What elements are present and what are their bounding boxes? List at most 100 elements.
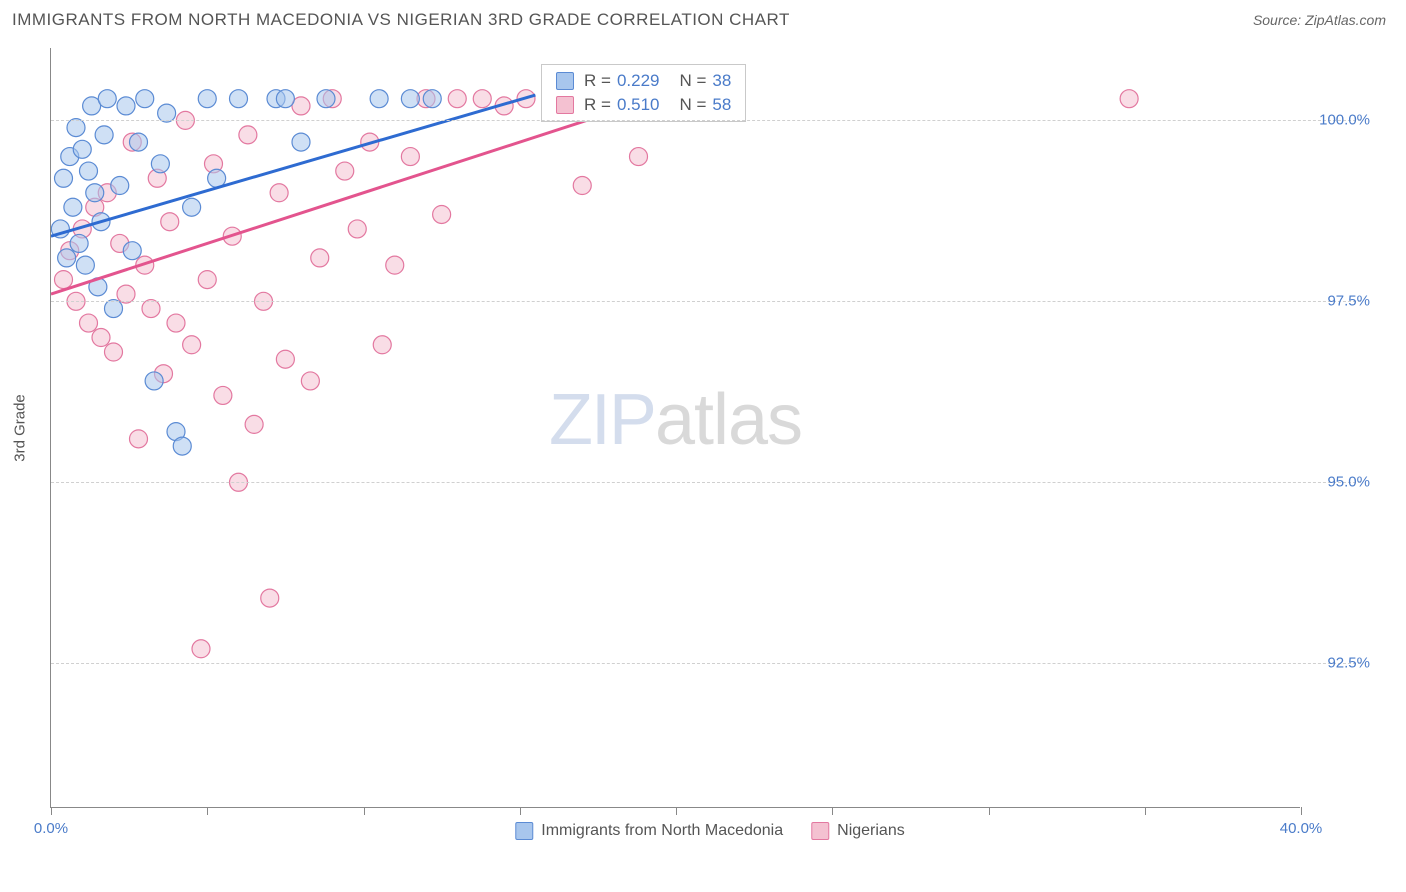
legend-swatch xyxy=(811,822,829,840)
data-point xyxy=(448,90,466,108)
stats-n-value: 58 xyxy=(712,95,731,115)
x-tick-label: 40.0% xyxy=(1280,820,1323,837)
data-point xyxy=(167,314,185,332)
data-point xyxy=(276,90,294,108)
data-point xyxy=(183,198,201,216)
data-point xyxy=(473,90,491,108)
data-point xyxy=(70,234,88,252)
data-point xyxy=(80,162,98,180)
data-point xyxy=(270,184,288,202)
legend-item: Nigerians xyxy=(811,822,905,840)
data-point xyxy=(80,314,98,332)
source-label: Source: xyxy=(1253,12,1305,28)
data-point xyxy=(401,90,419,108)
data-point xyxy=(386,256,404,274)
legend-bottom: Immigrants from North Macedonia Nigerians xyxy=(515,822,904,840)
chart-source: Source: ZipAtlas.com xyxy=(1253,12,1386,28)
data-point xyxy=(214,386,232,404)
x-tick xyxy=(364,807,365,815)
gridline-h xyxy=(51,663,1361,664)
data-point xyxy=(423,90,441,108)
stats-swatch xyxy=(556,96,574,114)
chart-container: 3rd Grade ZIPatlas R = 0.229N = 38R = 0.… xyxy=(50,48,1370,808)
data-point xyxy=(401,148,419,166)
data-point xyxy=(630,148,648,166)
stats-r-value: 0.510 xyxy=(617,95,660,115)
data-point xyxy=(173,437,191,455)
stats-r-value: 0.229 xyxy=(617,71,660,91)
stats-n-value: 38 xyxy=(712,71,731,91)
data-point xyxy=(198,271,216,289)
data-point xyxy=(98,90,116,108)
data-point xyxy=(76,256,94,274)
data-point xyxy=(292,133,310,151)
data-point xyxy=(130,133,148,151)
data-point xyxy=(73,140,91,158)
x-tick xyxy=(51,807,52,815)
data-point xyxy=(161,213,179,231)
data-point xyxy=(183,336,201,354)
data-point xyxy=(151,155,169,173)
data-point xyxy=(230,90,248,108)
stats-row: R = 0.510 N = 58 xyxy=(556,93,731,117)
data-point xyxy=(370,90,388,108)
gridline-h xyxy=(51,301,1361,302)
data-point xyxy=(136,90,154,108)
legend-item: Immigrants from North Macedonia xyxy=(515,822,783,840)
data-point xyxy=(239,126,257,144)
data-point xyxy=(92,329,110,347)
x-tick-label: 0.0% xyxy=(34,820,68,837)
data-point xyxy=(58,249,76,267)
data-point xyxy=(123,242,141,260)
data-point xyxy=(192,640,210,658)
scatter-plot-svg xyxy=(51,48,1301,808)
stats-n-label: N = xyxy=(679,95,706,115)
data-point xyxy=(95,126,113,144)
y-tick-label: 97.5% xyxy=(1327,293,1370,310)
plot-area: ZIPatlas R = 0.229N = 38R = 0.510N = 58 … xyxy=(50,48,1300,808)
source-value: ZipAtlas.com xyxy=(1305,12,1386,28)
data-point xyxy=(433,205,451,223)
data-point xyxy=(145,372,163,390)
stats-swatch xyxy=(556,72,574,90)
legend-label: Immigrants from North Macedonia xyxy=(541,822,783,840)
stats-r-label: R = xyxy=(584,95,611,115)
gridline-h xyxy=(51,120,1361,121)
correlation-stats-box: R = 0.229 N = 38 R = 0.510 N = 58 xyxy=(541,64,746,122)
stats-n-label: N = xyxy=(679,71,706,91)
chart-title: IMMIGRANTS FROM NORTH MACEDONIA VS NIGER… xyxy=(12,10,790,30)
data-point xyxy=(1120,90,1138,108)
data-point xyxy=(105,343,123,361)
data-point xyxy=(573,177,591,195)
legend-swatch xyxy=(515,822,533,840)
data-point xyxy=(317,90,335,108)
data-point xyxy=(245,415,263,433)
data-point xyxy=(261,589,279,607)
data-point xyxy=(276,350,294,368)
data-point xyxy=(55,169,73,187)
data-point xyxy=(348,220,366,238)
data-point xyxy=(130,430,148,448)
data-point xyxy=(301,372,319,390)
y-axis-label: 3rd Grade xyxy=(12,394,29,462)
data-point xyxy=(55,271,73,289)
x-tick xyxy=(520,807,521,815)
data-point xyxy=(111,177,129,195)
x-tick xyxy=(1145,807,1146,815)
y-tick-label: 95.0% xyxy=(1327,474,1370,491)
data-point xyxy=(198,90,216,108)
y-tick-label: 92.5% xyxy=(1327,655,1370,672)
x-tick xyxy=(1301,807,1302,815)
x-tick xyxy=(207,807,208,815)
x-tick xyxy=(989,807,990,815)
data-point xyxy=(64,198,82,216)
y-tick-label: 100.0% xyxy=(1319,112,1370,129)
data-point xyxy=(336,162,354,180)
stats-r-label: R = xyxy=(584,71,611,91)
gridline-h xyxy=(51,482,1361,483)
data-point xyxy=(86,184,104,202)
x-tick xyxy=(832,807,833,815)
data-point xyxy=(373,336,391,354)
stats-row: R = 0.229 N = 38 xyxy=(556,69,731,93)
chart-header: IMMIGRANTS FROM NORTH MACEDONIA VS NIGER… xyxy=(0,0,1406,38)
